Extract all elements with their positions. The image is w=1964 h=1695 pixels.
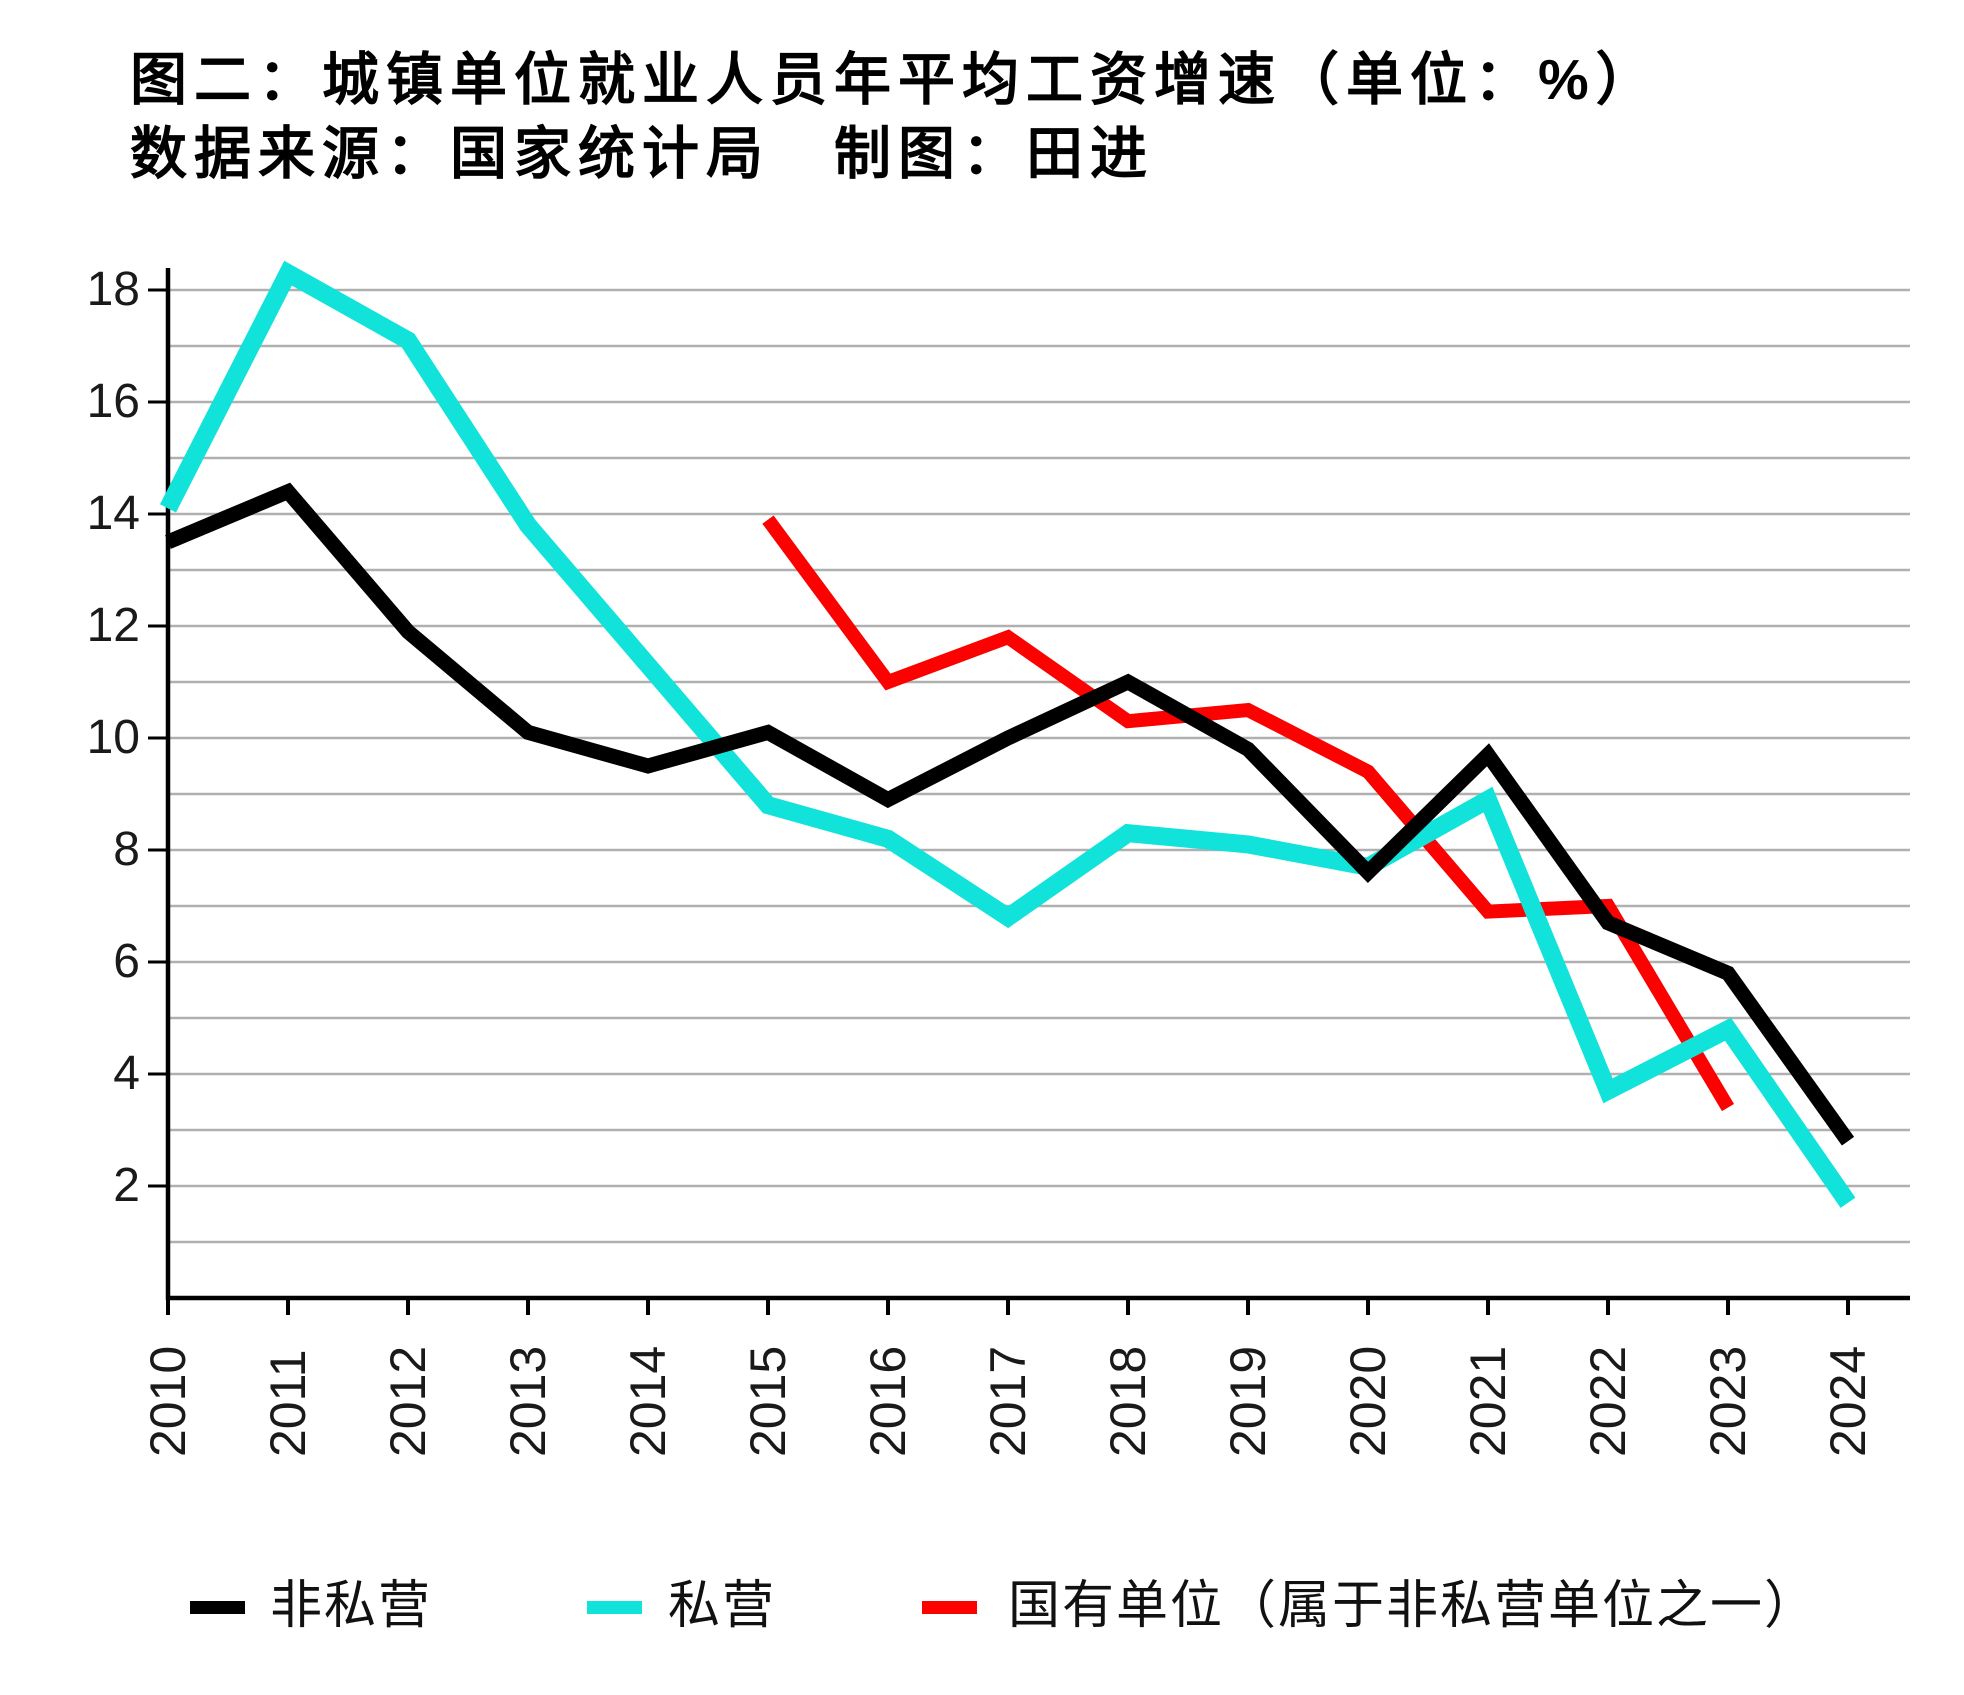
x-axis-label: 2016 (860, 1345, 916, 1457)
y-axis-label: 16 (86, 375, 140, 428)
y-axis-label: 10 (86, 711, 140, 764)
x-axis-label: 2011 (260, 1349, 316, 1457)
chart-source-line: 数据来源：国家统计局 制图：田进 (130, 122, 1154, 186)
x-axis-label: 2017 (980, 1345, 1036, 1457)
series-line-private (159, 260, 1856, 1208)
x-axis-label: 2022 (1580, 1345, 1636, 1457)
y-axis-label: 12 (86, 599, 140, 652)
x-axis-label: 2015 (740, 1345, 796, 1457)
y-axis-label: 4 (113, 1047, 140, 1100)
y-axis-label: 14 (86, 487, 140, 540)
x-axis-label: 2010 (140, 1345, 196, 1457)
x-axis-label: 2018 (1100, 1345, 1156, 1457)
x-axis-label: 2021 (1460, 1345, 1516, 1457)
x-axis-label: 2019 (1220, 1345, 1276, 1457)
x-axis-label: 2024 (1820, 1345, 1876, 1457)
series-line-non-private (165, 482, 1855, 1146)
x-axis-label: 2014 (620, 1345, 676, 1457)
x-axis-label: 2012 (380, 1345, 436, 1457)
chart-title: 图二：城镇单位就业人员年平均工资增速（单位：%） (130, 48, 1660, 112)
plot-series (159, 260, 1856, 1208)
y-axis-label: 18 (86, 263, 140, 316)
y-axis-label: 6 (113, 935, 140, 988)
x-axis-label: 2023 (1700, 1345, 1756, 1457)
plot-ticks (148, 288, 1850, 1315)
y-axis-label: 2 (113, 1159, 140, 1212)
plot-gridlines (168, 288, 1910, 1244)
x-axis-label: 2020 (1340, 1345, 1396, 1457)
y-axis-label: 8 (113, 823, 140, 876)
series-line-state-owned (762, 515, 1735, 1112)
x-axis-label: 2013 (500, 1345, 556, 1457)
plot-axes (165, 268, 1910, 1301)
